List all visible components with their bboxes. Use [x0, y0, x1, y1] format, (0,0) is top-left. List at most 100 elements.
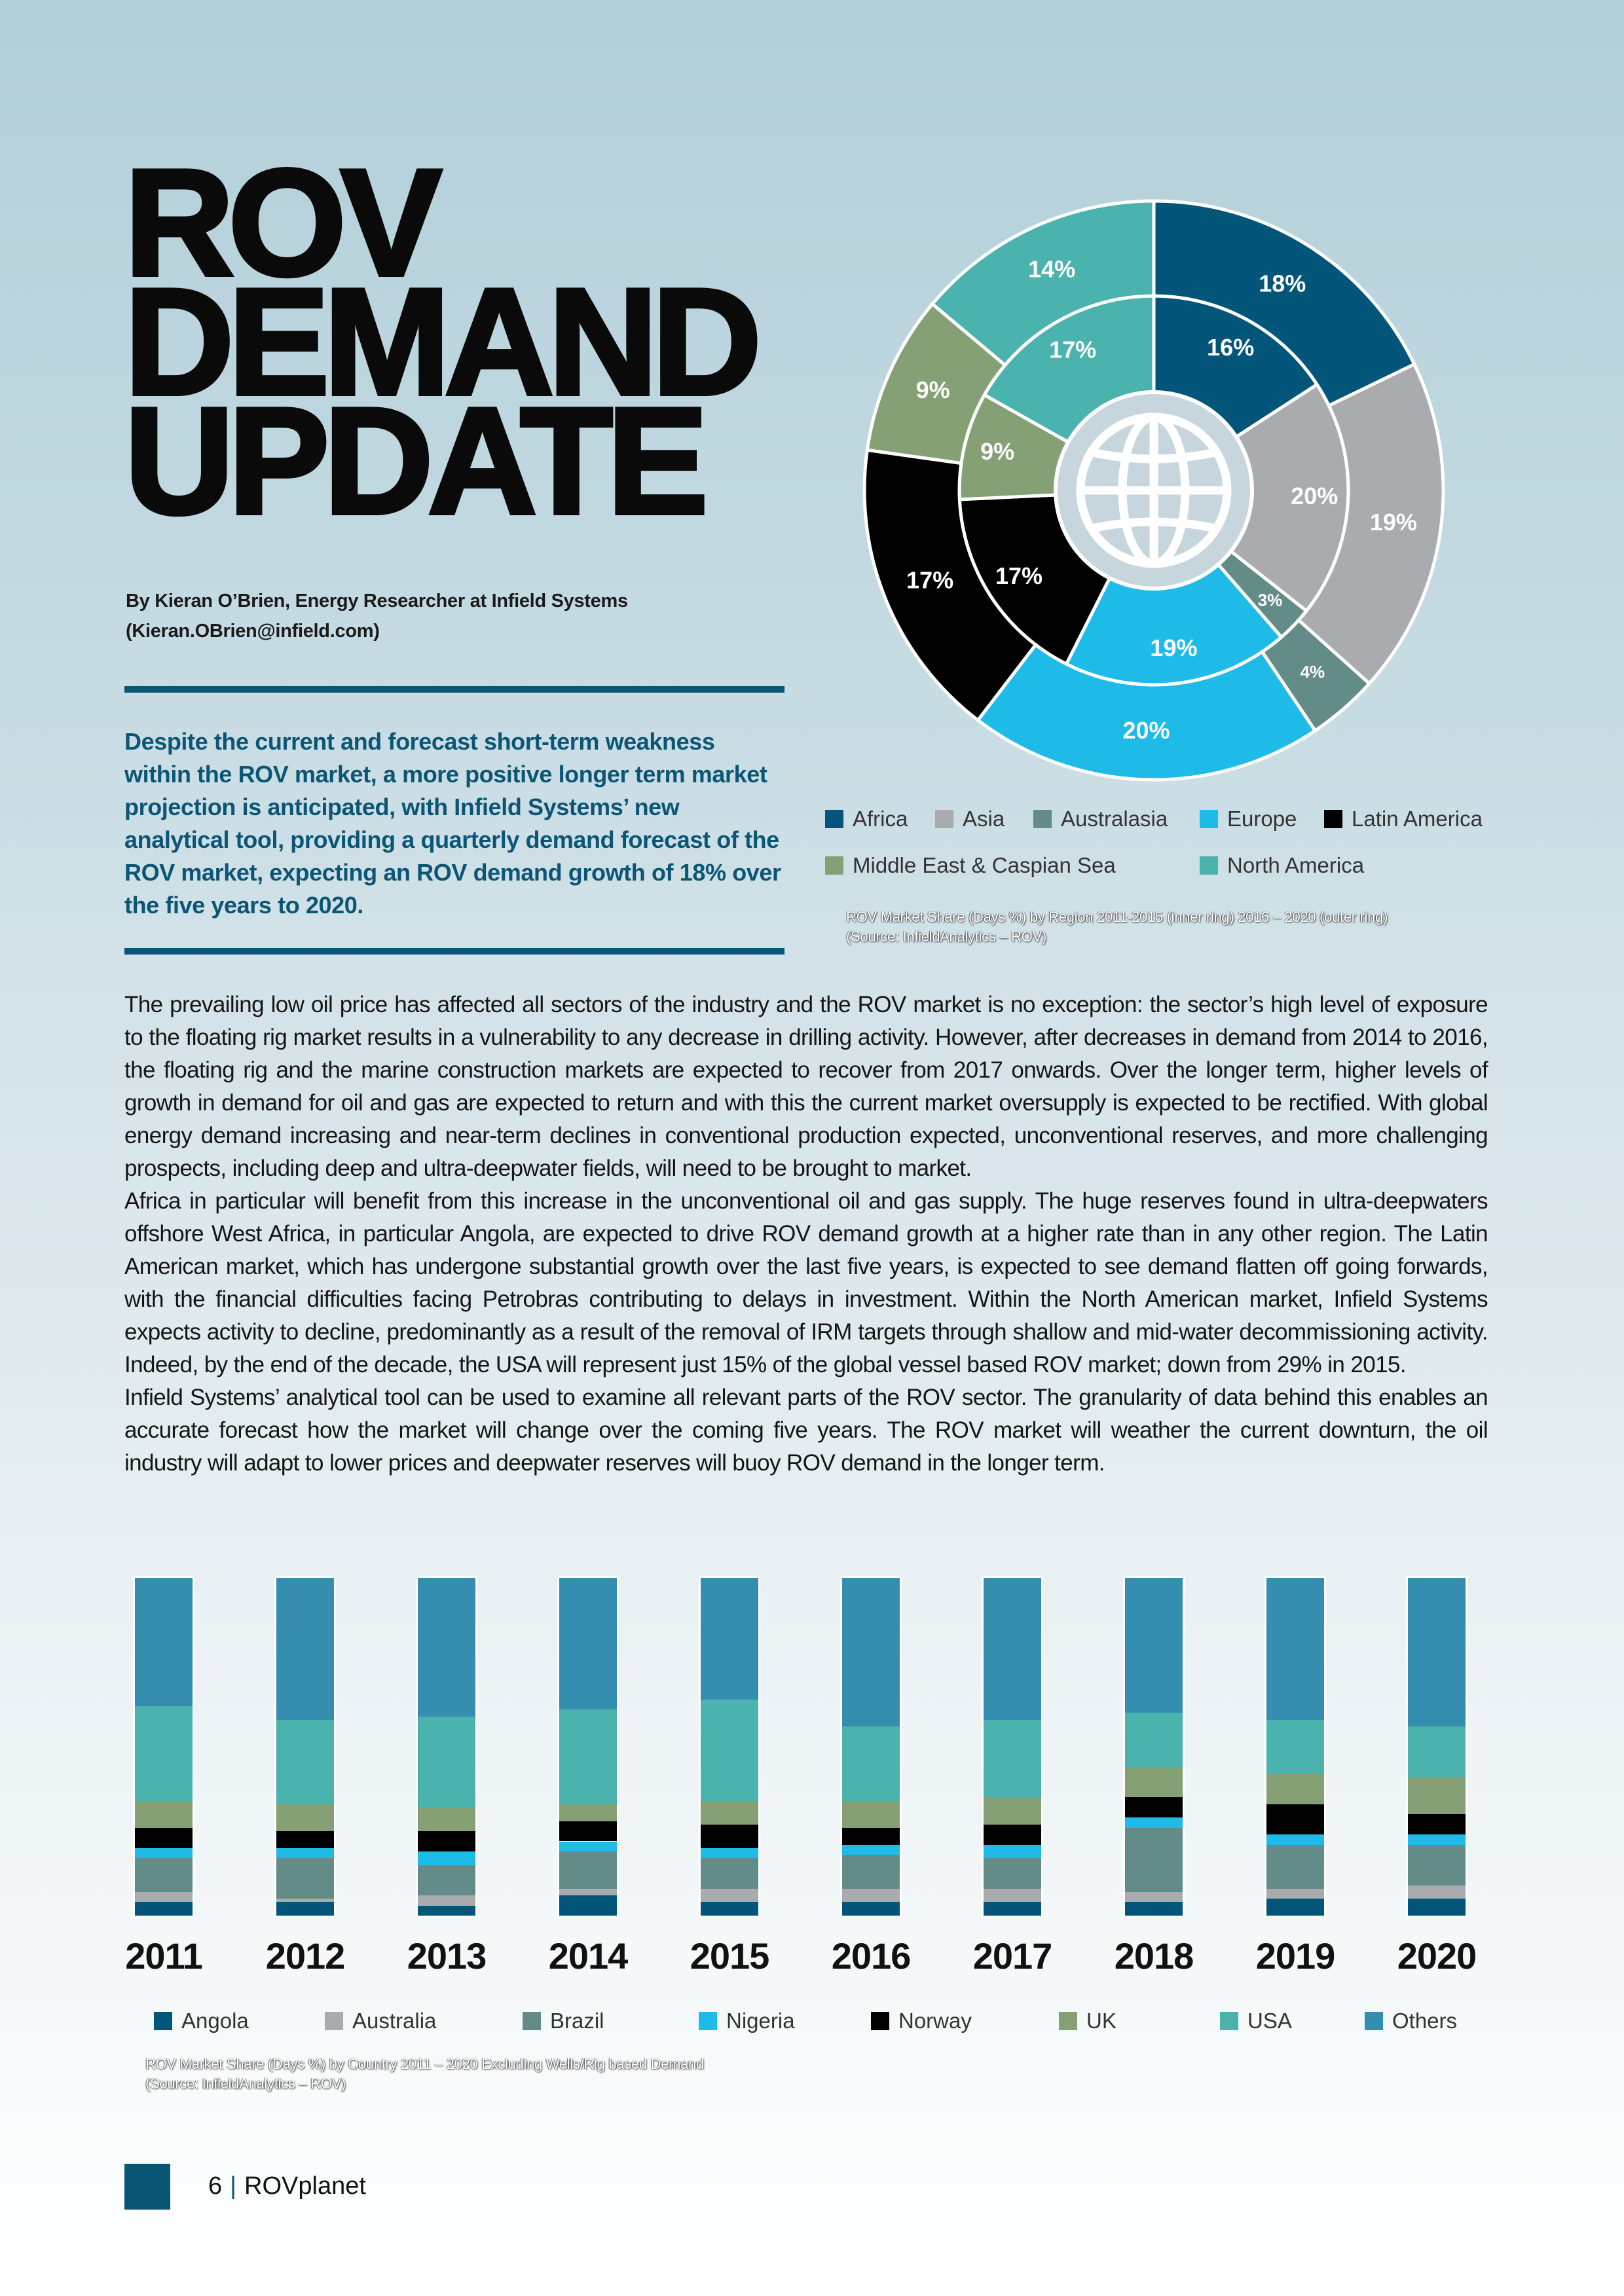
outer-ring-segment: [930, 199, 1156, 368]
article-body: The prevailing low oil price has affecte…: [124, 989, 1488, 1480]
bar-segment-australia: [1408, 1885, 1466, 1899]
legend-label: Norway: [898, 2009, 972, 2033]
outer-ring-segment: [862, 448, 1039, 723]
bar-segment-nigeria: [842, 1844, 900, 1855]
article-title: ROV DEMAND UPDATE: [122, 145, 764, 539]
legend-label: Middle East & Caspian Sea: [853, 853, 1116, 877]
legend-swatch: [325, 2012, 343, 2030]
legend-item: Angola: [154, 2009, 249, 2033]
stacked-bar-2018: [1123, 1576, 1185, 1918]
stacked-bar-2013: [416, 1576, 477, 1918]
bar-segment-usa: [1266, 1719, 1324, 1774]
body-paragraph: Africa in particular will benefit from t…: [124, 1188, 1488, 1377]
bar-segment-australia: [984, 1888, 1041, 1903]
donut-data-label: 14%: [1028, 256, 1075, 283]
bar-segment-norway: [135, 1827, 193, 1848]
bar-segment-uk: [1408, 1777, 1466, 1815]
bar-segment-uk: [559, 1804, 617, 1821]
bar-segment-brazil: [418, 1865, 475, 1896]
page-number: 6: [208, 2172, 223, 2200]
caption-source: (Source: InfieldAnalytics – ROV): [846, 928, 1046, 945]
region-legend: Africa Asia Australasia Europe Latin Ame…: [825, 807, 1513, 877]
bar-segment-usa: [984, 1719, 1041, 1798]
bar-segment-australia: [135, 1891, 193, 1903]
legend-swatch: [1365, 2012, 1383, 2030]
legend-swatch: [154, 2012, 172, 2030]
intro-paragraph: Despite the current and forecast short-t…: [124, 728, 781, 919]
legend-swatch: [1033, 810, 1052, 828]
donut-data-label: 4%: [1301, 662, 1325, 682]
body-paragraph: Infield Systems’ analytical tool can be …: [124, 1385, 1488, 1476]
legend-label: Angola: [181, 2009, 249, 2033]
bar-caption: ROV Market Share (Days %) by Country 201…: [145, 2054, 704, 2094]
bar-segment-norway: [1125, 1797, 1183, 1818]
year-label: 2020: [1397, 1935, 1477, 1977]
bar-segment-brazil: [135, 1858, 193, 1892]
bar-segment-australia: [1266, 1888, 1324, 1899]
stacked-bar-2011: [133, 1576, 194, 1918]
byline: By Kieran O’Brien, Energy Researcher at …: [126, 586, 628, 646]
legend-swatch: [699, 2012, 717, 2030]
outer-ring-segment: [1152, 199, 1417, 408]
bar-segment-angola: [984, 1902, 1041, 1916]
legend-swatch: [1200, 810, 1218, 828]
bar-segment-others: [418, 1578, 475, 1717]
bar-segment-others: [1125, 1578, 1183, 1713]
bar-segment-angola: [276, 1902, 334, 1916]
legend-item: Europe: [1200, 807, 1297, 831]
donut-data-label: 17%: [906, 567, 953, 594]
bar-segment-others: [984, 1578, 1041, 1720]
bar-segment-uk: [276, 1804, 334, 1831]
author-email[interactable]: (Kieran.OBrien@infield.com): [126, 621, 380, 642]
donut-data-label: 17%: [1049, 337, 1096, 363]
donut-data-label: 9%: [980, 438, 1014, 465]
legend-swatch: [1200, 856, 1218, 875]
year-label: 2012: [265, 1935, 346, 1977]
donut-data-label: 20%: [1291, 483, 1338, 509]
bar-segment-uk: [984, 1797, 1041, 1825]
legend-swatch: [1220, 2012, 1238, 2030]
bar-segment-others: [559, 1578, 617, 1710]
year-label: 2013: [407, 1935, 487, 1977]
bar-segment-angola: [135, 1902, 193, 1916]
bar-segment-angola: [1125, 1902, 1183, 1916]
bar-segment-nigeria: [1125, 1817, 1183, 1828]
bar-segment-others: [1408, 1578, 1466, 1727]
bar-segment-nigeria: [135, 1848, 193, 1859]
legend-item: Africa: [825, 807, 908, 831]
stacked-bar-2014: [557, 1576, 619, 1918]
bar-segment-angola: [842, 1902, 900, 1916]
legend-item: Others: [1365, 2009, 1457, 2033]
year-label: 2015: [690, 1935, 770, 1977]
legend-swatch: [523, 2012, 541, 2030]
bar-segment-brazil: [1266, 1844, 1324, 1889]
globe-icon: [1076, 412, 1232, 568]
bar-segment-norway: [1266, 1804, 1324, 1835]
donut-data-label: 19%: [1370, 509, 1417, 536]
bar-segment-nigeria: [276, 1848, 334, 1859]
caption-source: (Source: InfieldAnalytics – ROV): [145, 2075, 346, 2092]
stacked-bar-2020: [1406, 1576, 1467, 1918]
bar-segment-norway: [276, 1831, 334, 1848]
legend-item: North America: [1200, 853, 1364, 878]
legend-label: North America: [1227, 853, 1365, 877]
bar-segment-norway: [701, 1824, 758, 1848]
bar-segment-uk: [701, 1800, 758, 1825]
legend-swatch: [1324, 810, 1342, 828]
bar-segment-brazil: [1125, 1827, 1183, 1892]
bar-segment-norway: [984, 1824, 1041, 1845]
bar-segment-usa: [418, 1716, 475, 1808]
bar-segment-others: [135, 1578, 193, 1707]
legend-item: Middle East & Caspian Sea: [825, 853, 1116, 878]
stacked-bar-2015: [699, 1576, 760, 1918]
body-paragraph: The prevailing low oil price has affecte…: [124, 992, 1488, 1181]
caption-text: ROV Market Share (Days %) by Country 201…: [145, 2056, 704, 2072]
legend-label: Africa: [853, 807, 908, 831]
donut-data-label: 17%: [995, 562, 1043, 589]
caption-text: ROV Market Share (Days %) by Region 2011…: [846, 909, 1388, 925]
bar-segment-australia: [701, 1888, 758, 1903]
donut-caption: ROV Market Share (Days %) by Region 2011…: [846, 907, 1388, 947]
bar-segment-brazil: [276, 1858, 334, 1899]
bar-segment-uk: [418, 1807, 475, 1831]
bar-segment-nigeria: [984, 1844, 1041, 1859]
